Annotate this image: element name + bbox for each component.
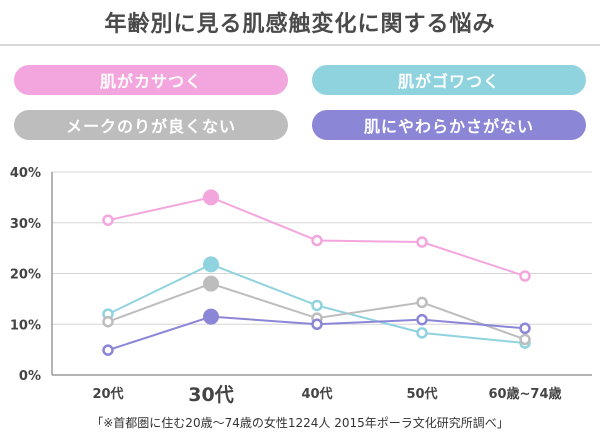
footnote: 「※首都圏に住む20歳～74歳の女性1224人 2015年ポーラ文化研究所調べ」 — [91, 416, 509, 430]
data-point — [102, 315, 114, 328]
y-tick-label: 40% — [10, 166, 41, 181]
y-tick-label: 0% — [19, 369, 41, 384]
data-point-highlight — [203, 275, 219, 292]
line-chart: 0% 10% 20% 30% 40% 20代 30代 40代 50代 60歳~74歳 — [10, 166, 592, 406]
y-tick-label: 20% — [10, 268, 41, 283]
x-tick-label: 20代 — [92, 386, 123, 402]
x-tick-label: 50代 — [406, 386, 437, 402]
title-divider — [0, 44, 600, 46]
x-tick-label: 40代 — [301, 386, 332, 402]
x-tick-label: 30代 — [188, 384, 233, 406]
legend-item-rough-skin: 肌がゴワつく — [312, 65, 586, 95]
data-point — [311, 299, 323, 312]
y-tick-label: 10% — [10, 318, 41, 333]
data-point — [416, 313, 428, 326]
data-point-highlight — [203, 308, 219, 325]
x-tick-label: 60歳~74歳 — [488, 386, 561, 402]
data-point — [519, 270, 531, 282]
legend-item-lack-softness: 肌にやわらかさがない — [312, 110, 586, 140]
data-point — [416, 236, 428, 248]
data-point-highlight — [203, 256, 219, 273]
series-line-2 — [107, 282, 526, 341]
data-point — [519, 333, 531, 346]
data-point — [311, 234, 323, 247]
data-point — [416, 327, 428, 339]
chart-title: 年齢別に見る肌感触変化に関する悩み — [104, 12, 496, 37]
data-point — [102, 214, 114, 226]
data-point — [102, 344, 114, 356]
data-point — [519, 322, 531, 335]
y-tick-label: 30% — [10, 217, 41, 232]
legend-item-makeup-adhesion: メークのりが良くない — [14, 110, 288, 140]
data-point-highlight — [203, 189, 219, 206]
data-point — [311, 318, 323, 330]
data-point — [416, 296, 428, 309]
legend-item-dry-skin: 肌がカサつく — [14, 65, 288, 95]
